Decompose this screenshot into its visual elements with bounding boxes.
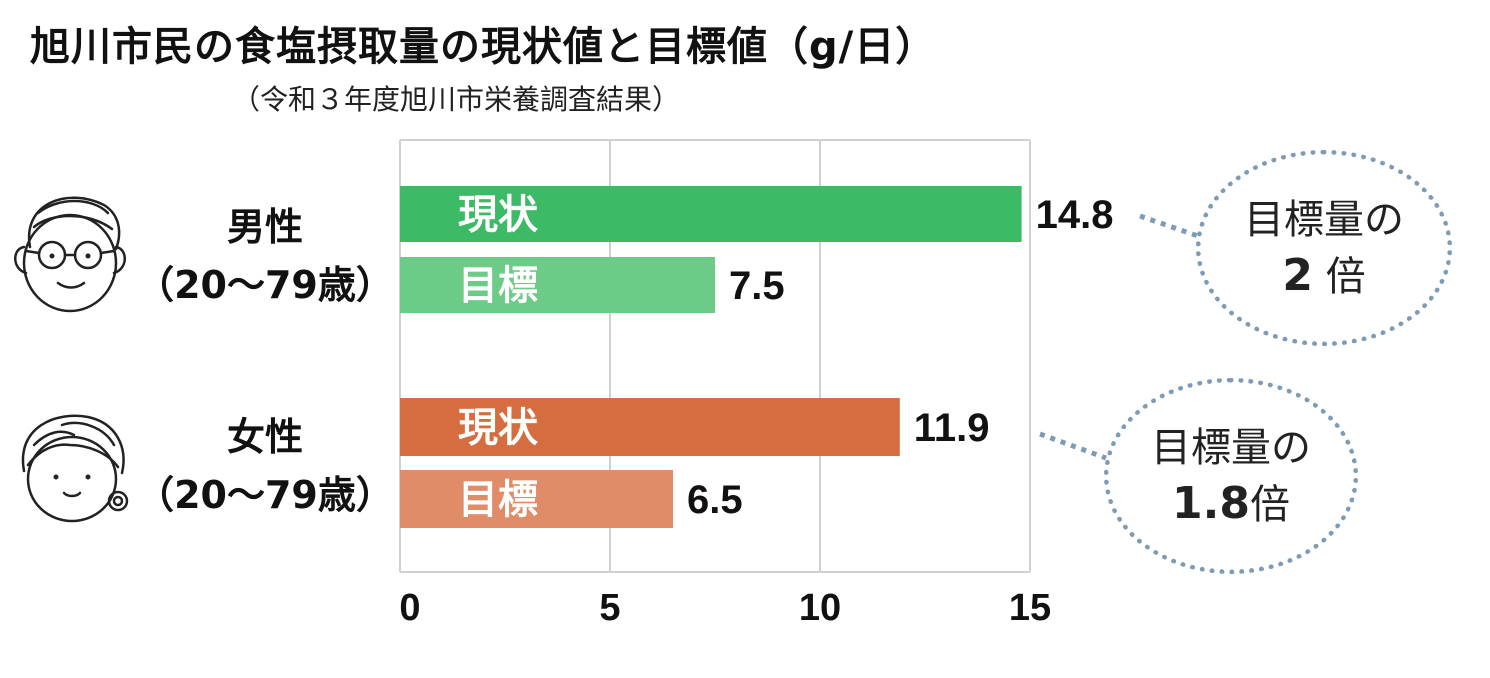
- woman-face-icon: [21, 414, 129, 523]
- x-tick-label: 5: [599, 587, 620, 629]
- bar: [400, 186, 1022, 242]
- group-age: （20～79歳）: [136, 263, 394, 307]
- callout-suffix: 倍: [1249, 481, 1290, 528]
- group-label-male: 男性 （20～79歳）: [130, 198, 400, 314]
- group-label-female: 女性 （20～79歳）: [130, 408, 400, 524]
- callout-bubble-male: 目標量の 2 倍: [1196, 150, 1452, 346]
- man-with-glasses-face-icon: [14, 196, 126, 313]
- callout-value: 1.8: [1172, 477, 1250, 529]
- callout-ratio: 1.8倍: [1172, 476, 1290, 533]
- callout-bubble-female: 目標量の 1.8倍: [1104, 378, 1358, 574]
- x-tick-label: 10: [799, 587, 841, 629]
- bar: [400, 257, 715, 313]
- group-age: （20～79歳）: [136, 473, 394, 517]
- callout-text: 目標量の: [1151, 424, 1311, 471]
- callout-suffix: 倍: [1312, 253, 1366, 300]
- bar-category-label: 現状: [458, 192, 539, 238]
- group-name: 女性: [226, 415, 303, 459]
- bar-category-label: 目標: [458, 263, 538, 309]
- callout-text: 目標量の: [1244, 196, 1404, 243]
- bar-value-label: 11.9: [914, 406, 990, 450]
- bar-value-label: 6.5: [687, 478, 743, 522]
- x-tick-label: 0: [399, 587, 420, 629]
- bar-category-label: 目標: [458, 477, 538, 523]
- chart-subtitle: （令和３年度旭川市栄養調査結果）: [232, 83, 681, 116]
- bar-value-label: 7.5: [729, 264, 785, 308]
- x-tick-label: 15: [1009, 587, 1051, 629]
- callout-ratio: 2 倍: [1282, 248, 1365, 305]
- bar: [400, 398, 900, 456]
- callout-value: 2: [1282, 249, 1313, 301]
- group-name: 男性: [226, 205, 303, 249]
- bar-category-label: 現状: [458, 405, 539, 451]
- chart-title: 旭川市民の食塩摂取量の現状値と目標値（g/日）: [30, 24, 937, 70]
- bar: [400, 470, 673, 528]
- bar-value-label: 14.8: [1036, 193, 1114, 237]
